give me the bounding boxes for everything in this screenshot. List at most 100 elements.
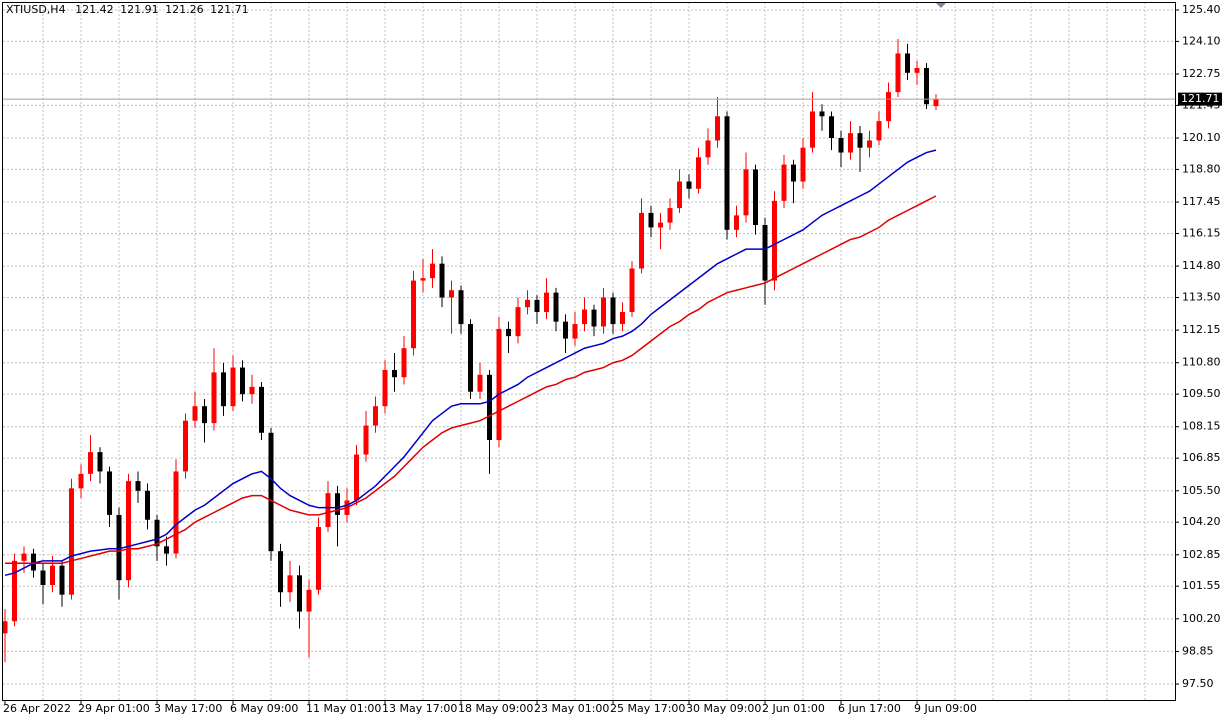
candle-body — [306, 589, 312, 612]
x-tick-label: 13 May 17:00 — [382, 702, 457, 715]
candle-body — [895, 53, 901, 93]
candle-body — [107, 471, 112, 515]
candle-body — [221, 372, 226, 407]
y-tick-label: 110.80 — [1182, 356, 1221, 369]
candle-body — [145, 490, 150, 520]
moving-average — [4, 149, 937, 577]
candle-body — [420, 278, 426, 281]
candle-body — [686, 181, 692, 189]
candle-body — [202, 406, 207, 424]
y-tick-label: 125.40 — [1182, 3, 1221, 16]
candle-body — [572, 324, 578, 339]
candle-body — [230, 367, 236, 407]
y-tick-label: 113.50 — [1182, 290, 1221, 303]
candle-body — [610, 297, 616, 325]
candle-body — [78, 473, 84, 489]
candle-body — [867, 140, 872, 148]
candle-body — [88, 452, 93, 474]
candle-body — [601, 297, 606, 327]
y-tick-label: 124.10 — [1182, 34, 1221, 47]
candle-body — [753, 169, 758, 226]
candle-body — [563, 321, 568, 339]
candle-body — [297, 575, 302, 612]
candle-body — [249, 386, 255, 395]
x-tick-label: 6 May 09:00 — [230, 702, 298, 715]
candle-body — [715, 116, 720, 141]
candle-body — [59, 565, 65, 595]
candle-body — [886, 92, 891, 122]
high: 121.91 — [120, 3, 159, 16]
close: 121.71 — [210, 3, 249, 16]
candle-body — [164, 546, 169, 554]
y-tick-label: 120.10 — [1182, 131, 1221, 144]
plot — [2, 38, 1175, 663]
x-tick-label: 6 Jun 17:00 — [838, 702, 901, 715]
candle-body — [31, 553, 36, 571]
candle-body — [278, 551, 283, 593]
x-tick-label: 26 Apr 2022 — [3, 702, 71, 715]
candle-body — [259, 386, 264, 433]
candle-body — [354, 454, 359, 501]
candle-body — [876, 121, 882, 141]
candle-body — [116, 514, 122, 581]
price-label: 121.71 — [1181, 92, 1220, 105]
candle-body — [12, 560, 17, 622]
candle-body — [382, 369, 388, 407]
candle-body — [268, 432, 274, 552]
candle-body — [2, 621, 8, 634]
candle-body — [667, 208, 673, 223]
candle-body — [316, 527, 321, 590]
candle-body — [534, 299, 540, 312]
candle-body — [772, 200, 777, 281]
moving-average — [5, 195, 937, 565]
y-tick-label: 116.15 — [1182, 226, 1221, 239]
candle-body — [430, 263, 435, 279]
y-tick-label: 108.15 — [1182, 420, 1221, 433]
candle-body — [192, 406, 198, 421]
candle-body — [914, 67, 920, 73]
candle-body — [791, 164, 796, 182]
candle-body — [173, 471, 179, 554]
candle-body — [924, 67, 929, 105]
candle-body — [829, 116, 834, 139]
x-tick-label: 30 May 09:00 — [686, 702, 761, 715]
price-label-box — [1178, 92, 1222, 106]
candle-body — [335, 493, 340, 515]
plot-frame — [2, 2, 1176, 701]
x-tick-label: 23 May 01:00 — [534, 702, 609, 715]
candle-body — [154, 519, 160, 547]
candle-body — [781, 164, 787, 201]
x-tick-label: 9 Jun 09:00 — [914, 702, 977, 715]
candle-body — [933, 99, 939, 107]
candle-body — [696, 157, 701, 189]
candle-body — [135, 481, 141, 491]
candle-body — [553, 292, 559, 322]
candle-body — [857, 133, 863, 148]
y-tick-label: 105.50 — [1182, 484, 1221, 497]
candle-body — [69, 488, 74, 595]
y-tick-label: 112.15 — [1182, 323, 1221, 336]
y-tick-label: 98.85 — [1182, 644, 1214, 657]
x-tick-label: 2 Jun 01:00 — [762, 702, 825, 715]
candle-body — [468, 324, 473, 392]
open: 121.42 — [75, 3, 114, 16]
candle-body — [515, 307, 521, 337]
y-tick-label: 102.85 — [1182, 548, 1221, 561]
candle-body — [705, 140, 711, 158]
candle-body — [639, 212, 644, 269]
x-tick-label: 11 May 01:00 — [306, 702, 381, 715]
x-tick-label: 25 May 17:00 — [610, 702, 685, 715]
candle-body — [620, 311, 625, 325]
candle-body — [211, 372, 217, 424]
y-tick-label: 106.85 — [1182, 451, 1221, 464]
candle-body — [458, 290, 464, 325]
candle-body — [648, 212, 654, 228]
low: 121.26 — [165, 3, 204, 16]
y-tick-label: 117.45 — [1182, 195, 1221, 208]
axes: 125.40124.10122.75121.45120.10118.80117.… — [3, 3, 1222, 715]
candle-body — [762, 225, 768, 281]
y-tick-label: 109.50 — [1182, 387, 1221, 400]
candle-body — [724, 116, 730, 230]
candle-body — [373, 406, 378, 426]
